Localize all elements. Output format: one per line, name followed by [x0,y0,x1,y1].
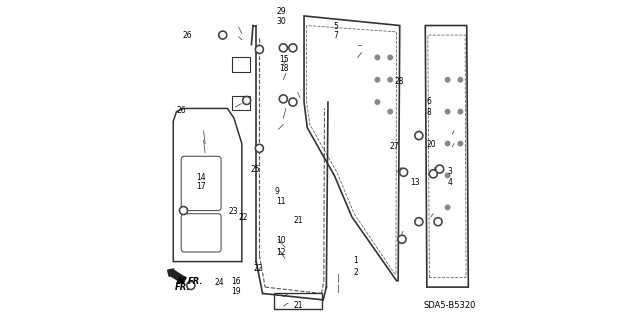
Text: SDA5-B5320: SDA5-B5320 [424,301,476,310]
Circle shape [445,78,450,82]
Text: 26: 26 [177,106,186,115]
Text: 21: 21 [294,301,303,310]
Circle shape [458,78,463,82]
Circle shape [445,109,450,114]
FancyArrow shape [168,269,186,283]
Text: 23: 23 [228,207,238,216]
Text: 9: 9 [275,187,280,196]
Text: 22: 22 [239,213,248,222]
Circle shape [431,171,436,176]
Circle shape [375,100,380,104]
Circle shape [220,33,225,38]
Circle shape [218,31,227,39]
Circle shape [244,98,249,103]
Circle shape [458,141,463,146]
Circle shape [281,96,286,101]
Text: 20: 20 [426,140,436,149]
Circle shape [289,44,297,52]
Text: 30: 30 [277,17,287,26]
Text: 22: 22 [253,264,262,273]
Circle shape [181,208,186,213]
Circle shape [445,141,450,146]
Text: 18: 18 [280,64,289,73]
Circle shape [398,235,406,243]
Circle shape [415,131,423,140]
Text: 6: 6 [426,97,431,106]
Text: 7: 7 [333,31,338,40]
Text: FR.: FR. [175,283,190,292]
Circle shape [281,45,286,50]
Text: 24: 24 [214,278,224,287]
Text: 13: 13 [410,178,420,187]
Circle shape [179,206,188,215]
Text: 11: 11 [276,197,286,206]
Circle shape [243,96,251,105]
Text: 3: 3 [448,167,452,176]
Text: 8: 8 [426,108,431,117]
Text: 25: 25 [251,165,260,174]
Text: 10: 10 [276,236,286,245]
Circle shape [401,170,406,175]
Circle shape [388,78,392,82]
Text: 2: 2 [353,268,358,277]
Circle shape [255,144,264,152]
Circle shape [458,109,463,114]
Circle shape [415,218,423,226]
Text: 28: 28 [394,78,404,86]
Text: 16: 16 [232,277,241,286]
Circle shape [291,45,296,50]
Circle shape [399,168,408,176]
Text: 15: 15 [280,55,289,63]
Text: FR.: FR. [188,277,203,286]
Circle shape [417,219,421,224]
Circle shape [257,47,262,52]
Circle shape [437,167,442,172]
Circle shape [255,45,264,54]
Text: 12: 12 [276,249,286,257]
Text: 21: 21 [294,216,303,225]
Circle shape [388,55,392,60]
Circle shape [399,237,404,242]
Text: 19: 19 [232,287,241,296]
Circle shape [445,173,450,178]
Circle shape [436,219,440,224]
Circle shape [375,78,380,82]
Circle shape [188,283,193,288]
Circle shape [435,165,444,173]
Circle shape [388,109,392,114]
Text: 29: 29 [277,7,287,16]
Text: 14: 14 [196,173,206,182]
Circle shape [417,133,421,138]
Circle shape [434,218,442,226]
Circle shape [445,205,450,210]
Text: 17: 17 [196,182,206,191]
Text: 26: 26 [183,31,193,40]
Circle shape [257,146,262,151]
Text: 5: 5 [333,22,338,31]
Circle shape [289,98,297,106]
Circle shape [187,281,195,290]
Circle shape [375,55,380,60]
Circle shape [279,44,287,52]
Text: 4: 4 [448,178,452,187]
Text: 27: 27 [390,142,399,151]
Circle shape [279,95,287,103]
Circle shape [291,100,296,105]
Circle shape [429,170,437,178]
Text: 1: 1 [353,256,358,265]
